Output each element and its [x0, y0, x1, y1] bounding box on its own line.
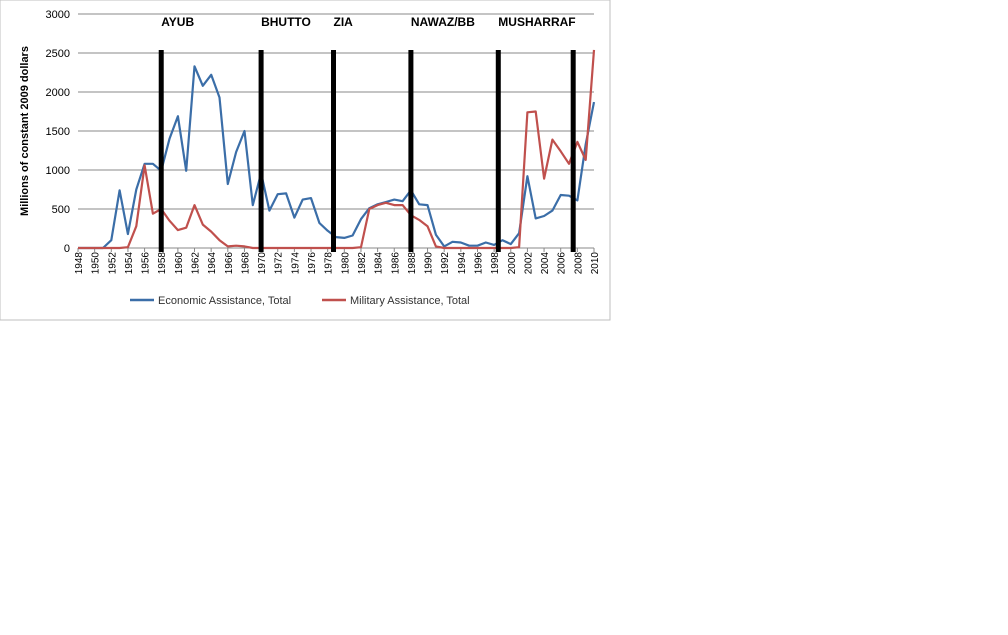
x-tick-label: 1986: [390, 252, 401, 275]
x-tick-label: 1948: [74, 252, 85, 275]
legend-label: Economic Assistance, Total: [158, 295, 291, 307]
x-tick-label: 1968: [240, 252, 251, 275]
x-tick-label: 1996: [473, 252, 484, 275]
x-tick-labels: 1948 1950 1952 1954 1956 1958 1960 1962 1964 1966…: [74, 248, 601, 274]
era-marker-label: NAWAZ/BB: [411, 15, 475, 29]
x-tick-label: 1952: [107, 252, 118, 275]
x-tick-label: 1960: [174, 252, 185, 275]
x-tick-label: 1956: [141, 252, 152, 275]
x-tick-label: 2002: [523, 252, 534, 275]
x-tick-label: 2010: [590, 252, 601, 275]
era-marker-label: ZIA: [334, 15, 354, 29]
y-tick-label: 1000: [46, 165, 70, 177]
x-tick-label: 1978: [324, 252, 335, 275]
x-tick-label: 1992: [440, 252, 451, 275]
y-tick-label: 0: [64, 243, 70, 255]
era-marker-label: AYUB: [161, 15, 194, 29]
x-tick-label: 1984: [374, 252, 385, 275]
x-tick-label: 1994: [457, 252, 468, 275]
y-tick-label: 2000: [46, 87, 70, 99]
x-tick-label: 1958: [157, 252, 168, 275]
x-tick-label: 2004: [540, 252, 551, 275]
era-markers: AYUB BHUTTO ZIA NAWAZ/BB MUSHARRAF: [158, 15, 576, 252]
y-tick-label: 500: [52, 204, 70, 216]
x-tick-label: 1998: [490, 252, 501, 275]
x-tick-label: 1964: [207, 252, 218, 275]
x-tick-label: 1966: [224, 252, 235, 275]
x-tick-label: 1974: [290, 252, 301, 275]
x-tick-label: 1950: [91, 252, 102, 275]
x-tick-label: 1972: [274, 252, 285, 275]
y-tick-label: 1500: [46, 126, 70, 138]
x-tick-label: 1982: [357, 252, 368, 275]
x-tick-label: 1980: [340, 252, 351, 275]
y-tick-label: 2500: [46, 48, 70, 60]
legend-label: Military Assistance, Total: [350, 295, 470, 307]
x-tick-label: 1990: [424, 252, 435, 275]
x-tick-label: 2000: [507, 252, 518, 275]
y-axis-label: Millions of constant 2009 dollars: [19, 46, 31, 216]
x-tick-label: 2006: [557, 252, 568, 275]
x-tick-label: 1988: [407, 252, 418, 275]
y-tick-labels: 0 500 1000 1500 2000 2500 3000: [46, 9, 70, 255]
x-tick-label: 1962: [191, 252, 202, 275]
y-tick-label: 3000: [46, 9, 70, 21]
era-marker-label: MUSHARRAF: [498, 15, 575, 29]
x-tick-label: 1976: [307, 252, 318, 275]
x-tick-label: 1954: [124, 252, 135, 275]
era-marker-label: BHUTTO: [261, 15, 311, 29]
x-tick-label: 2008: [573, 252, 584, 275]
legend: Economic Assistance, Total Military Assis…: [130, 295, 470, 307]
x-tick-label: 1970: [257, 252, 268, 275]
